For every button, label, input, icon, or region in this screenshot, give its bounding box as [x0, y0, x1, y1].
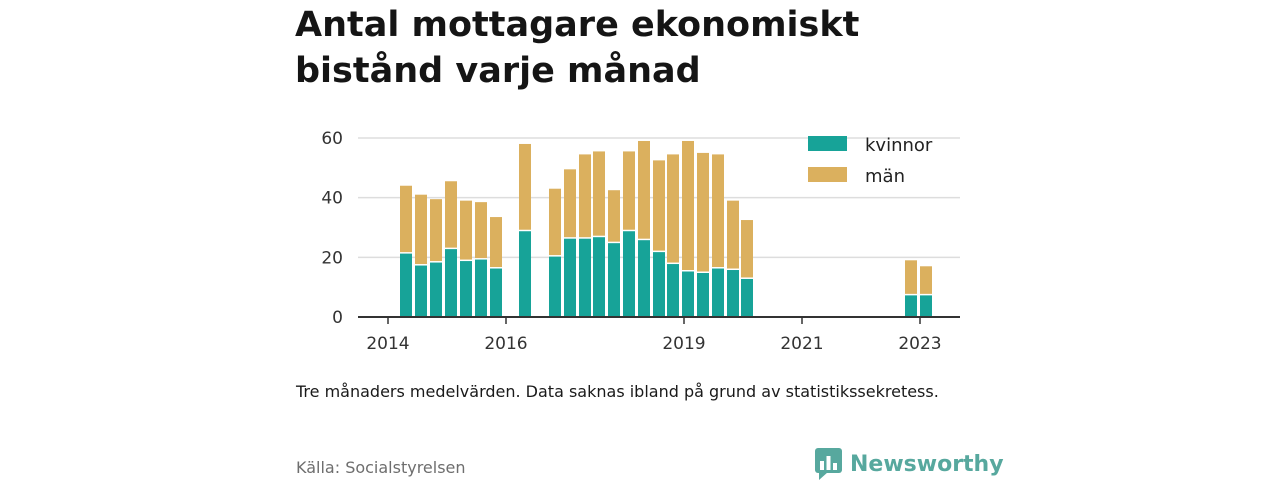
bar-kvinnor	[623, 230, 635, 317]
y-tick-label: 20	[321, 248, 343, 268]
bar-kvinnor	[905, 294, 917, 317]
chart-title: Antal mottagare ekonomiskt bistånd varje…	[295, 5, 860, 91]
bar-chart: 0 20 40 60 2014 2016 2019 2021 2023 kvinnor män	[321, 129, 960, 354]
bar-kvinnor	[608, 242, 620, 317]
newsworthy-logo[interactable]: Newsworthy	[814, 446, 1004, 482]
bar-man	[608, 190, 620, 243]
bar-kvinnor	[549, 255, 561, 317]
y-tick-label: 60	[321, 129, 343, 149]
y-tick-label: 40	[321, 189, 343, 209]
axes: 0 20 40 60 2014 2016 2019 2021 2023	[321, 129, 960, 354]
bar-man	[549, 188, 561, 256]
bar-kvinnor	[653, 251, 665, 317]
newsworthy-logo-icon	[815, 448, 842, 480]
brand-name: Newsworthy	[850, 451, 1004, 477]
legend-swatch	[808, 136, 847, 151]
bar-man	[460, 200, 472, 261]
bar-kvinnor	[519, 230, 531, 317]
bar-man	[475, 202, 487, 259]
bar-man	[741, 220, 753, 279]
bar-kvinnor	[579, 237, 591, 317]
bar-man	[623, 151, 635, 231]
bar-man	[638, 140, 650, 240]
x-tick-label: 2019	[662, 334, 705, 354]
bar-kvinnor	[920, 294, 932, 317]
bar-kvinnor	[430, 261, 442, 317]
bar-man	[445, 181, 457, 249]
bar-man	[564, 169, 576, 238]
legend-label: kvinnor	[865, 135, 933, 156]
x-tick-label: 2023	[898, 334, 941, 354]
bars	[400, 140, 932, 317]
bar-man	[415, 194, 427, 265]
bar-kvinnor	[475, 258, 487, 317]
bar-kvinnor	[712, 267, 724, 317]
bar-kvinnor	[667, 263, 679, 317]
bar-man	[727, 200, 739, 270]
bar-man	[653, 160, 665, 252]
bar-kvinnor	[638, 239, 650, 317]
y-tick-label: 0	[332, 308, 343, 328]
bar-kvinnor	[697, 272, 709, 317]
bar-kvinnor	[460, 260, 472, 317]
bar-man	[430, 199, 442, 262]
x-tick-label: 2014	[366, 334, 409, 354]
bar-kvinnor	[682, 270, 694, 317]
bar-man	[400, 185, 412, 253]
legend-label: män	[865, 166, 905, 187]
bar-man	[490, 217, 502, 268]
bar-man	[519, 143, 531, 231]
bar-kvinnor	[564, 237, 576, 317]
bar-man	[905, 260, 917, 295]
bar-man	[920, 266, 932, 295]
legend-swatch	[808, 167, 847, 182]
chart-note: Tre månaders medelvärden. Data saknas ib…	[296, 382, 939, 401]
bar-kvinnor	[727, 269, 739, 317]
bar-kvinnor	[593, 236, 605, 317]
bar-kvinnor	[415, 264, 427, 317]
bar-man	[667, 154, 679, 264]
bar-man	[579, 154, 591, 238]
bar-man	[682, 140, 694, 271]
x-tick-label: 2021	[780, 334, 823, 354]
bar-man	[712, 154, 724, 268]
source-label: Källa: Socialstyrelsen	[296, 458, 466, 477]
bar-man	[593, 151, 605, 237]
bar-kvinnor	[741, 278, 753, 317]
bar-kvinnor	[490, 267, 502, 317]
bar-kvinnor	[445, 248, 457, 317]
bar-kvinnor	[400, 252, 412, 317]
x-tick-label: 2016	[484, 334, 527, 354]
legend: kvinnor män	[808, 135, 933, 187]
bar-man	[697, 152, 709, 273]
